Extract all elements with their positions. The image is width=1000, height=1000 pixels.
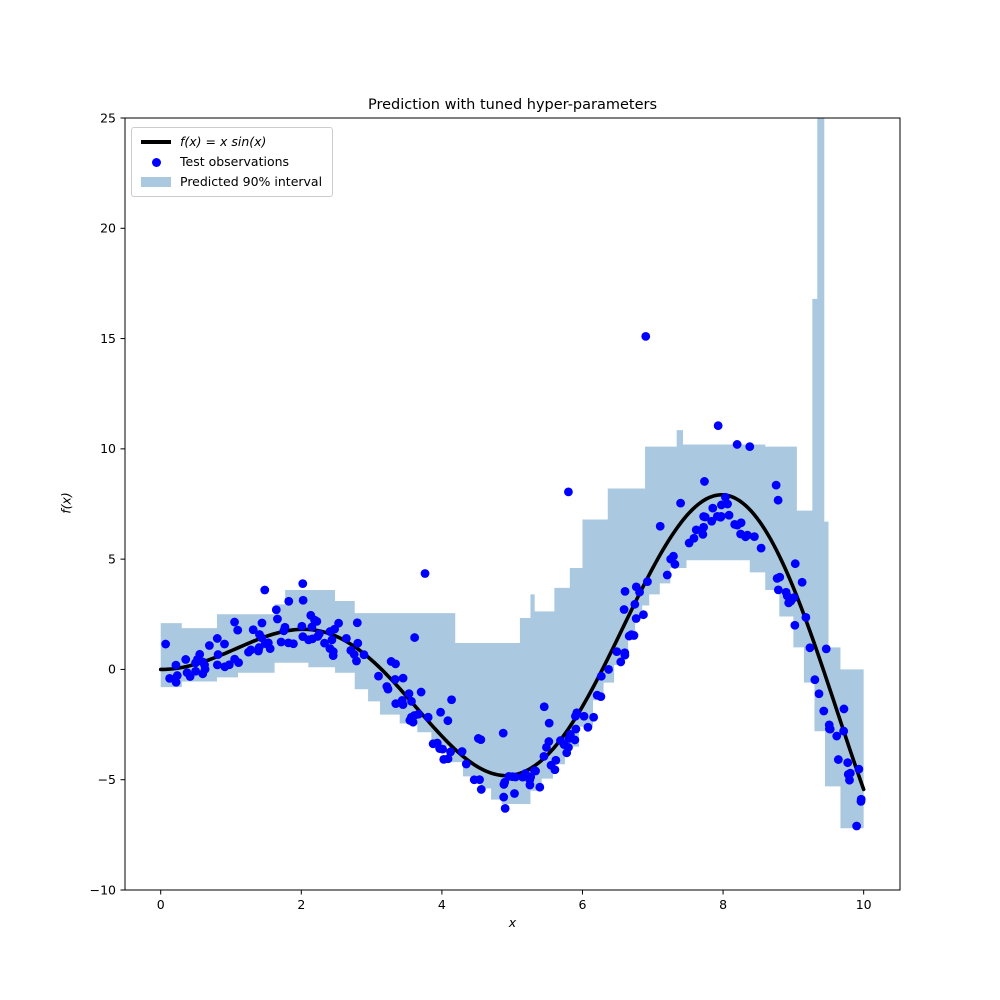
chart-title: Prediction with tuned hyper-parameters <box>367 97 658 113</box>
legend-item-test-observations: Test observations <box>141 155 322 169</box>
svg-text:−5: −5 <box>98 772 116 787</box>
svg-text:2: 2 <box>297 897 305 912</box>
legend-label: Test observations <box>180 154 290 169</box>
legend-label: Predicted 90% interval <box>180 174 323 189</box>
svg-text:25: 25 <box>100 110 116 125</box>
y-axis-label: f(x) <box>58 492 74 514</box>
svg-text:8: 8 <box>719 897 727 912</box>
prediction-interval-band <box>160 118 864 829</box>
legend-dot-swatch <box>141 157 171 167</box>
svg-text:4: 4 <box>438 897 446 912</box>
legend-label: f(x) = x sin(x) <box>180 134 267 149</box>
y-axis: −10 −5 0 5 10 15 20 25 <box>90 110 125 897</box>
svg-text:6: 6 <box>579 897 587 912</box>
svg-text:10: 10 <box>856 897 872 912</box>
svg-text:10: 10 <box>100 441 116 456</box>
svg-text:−10: −10 <box>90 882 116 897</box>
svg-text:5: 5 <box>108 551 116 566</box>
svg-text:0: 0 <box>108 662 116 677</box>
svg-text:15: 15 <box>100 331 116 346</box>
x-axis: 0 2 4 6 8 10 <box>157 890 872 912</box>
legend-item-prediction-interval: Predicted 90% interval <box>141 175 322 189</box>
svg-text:0: 0 <box>157 897 165 912</box>
legend-item-true-function: f(x) = x sin(x) <box>141 135 322 149</box>
legend-line-swatch <box>141 140 171 144</box>
test-observations-scatter <box>161 331 866 831</box>
legend-patch-swatch <box>141 177 171 187</box>
x-axis-label: x <box>508 915 517 930</box>
legend: f(x) = x sin(x) Test observations Predic… <box>131 127 334 197</box>
plot-frame <box>124 117 901 891</box>
svg-text:20: 20 <box>100 221 116 236</box>
